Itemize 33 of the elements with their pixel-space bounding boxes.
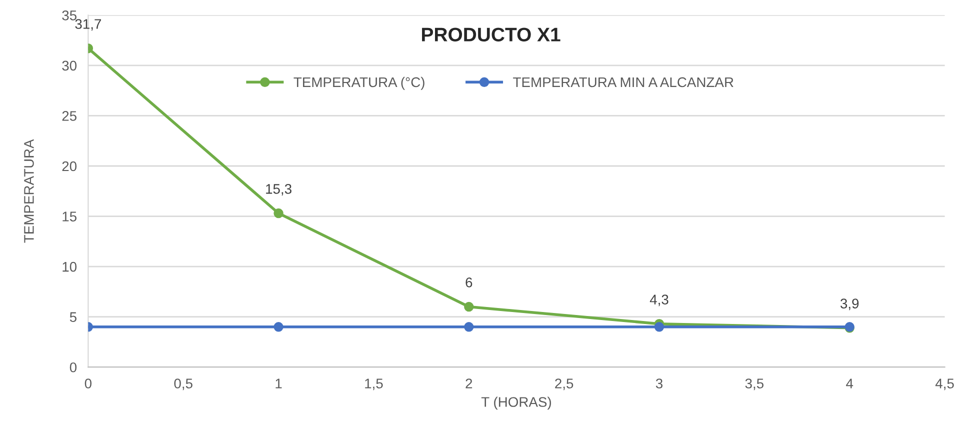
x-tick-label: 0 [84,378,92,388]
point [274,208,284,218]
x-tick-label: 1 [276,378,282,388]
point [274,322,284,332]
y-tick-label: 20 [62,161,77,172]
x-tick-label: 3 [656,378,662,388]
x-tick-label: 3,5 [745,378,764,390]
data-label: 4,3 [650,294,668,306]
x-tick-label: 2 [466,378,472,388]
data-label: 3,9 [840,298,859,310]
point [464,302,474,312]
data-label: 6 [466,278,472,288]
point [464,322,474,332]
y-tick-label: 0 [70,362,77,372]
y-tick-label: 10 [62,262,77,272]
text: PRODUCTO X1 [422,28,560,42]
y-tick-label: 5 [70,312,76,322]
legend-label: TEMPERATURA MIN A ALCANZAR [513,77,734,88]
x-tick-label: 2,5 [555,378,574,390]
y-tick-label: 15 [62,212,76,222]
data-label: 31,7 [75,19,101,31]
y-tick-label: 25 [62,111,76,121]
x-tick-label: 0,5 [174,378,192,390]
x-axis-title: T (HORAS) [481,396,551,410]
y-axis-title: TEMPERATURA [24,139,34,243]
x-tick-label: 4 [846,378,854,388]
data-label: 15,3 [266,184,292,196]
x-tick-label: 4,5 [935,378,954,390]
x-tick-label: 1,5 [365,378,383,390]
y-tick-label: 30 [62,60,77,71]
point [654,322,664,332]
y-tick-label: 35 [62,10,76,20]
legend-label: TEMPERATURA (°C) [294,76,424,90]
